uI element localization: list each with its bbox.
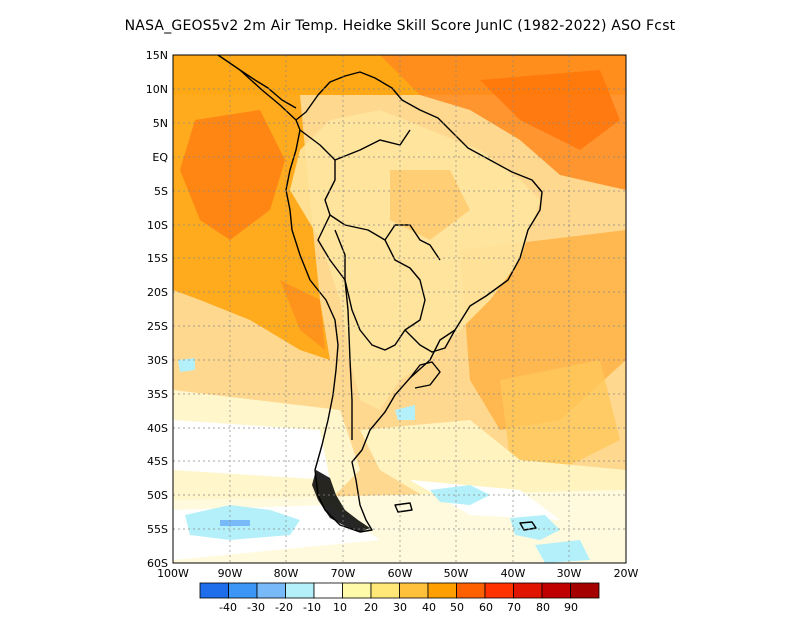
colorbar-label: 70: [507, 601, 521, 614]
lon-label: 100W: [157, 567, 189, 580]
colorbar-swatch: [256, 582, 286, 599]
lat-label: 30S: [147, 354, 168, 367]
colorbar-label: 80: [536, 601, 550, 614]
colorbar-label: 10: [333, 601, 347, 614]
colorbar-swatch: [570, 582, 600, 599]
colorbar-swatch: [427, 582, 457, 599]
colorbar-label: 40: [422, 601, 436, 614]
lat-label: 5N: [153, 117, 168, 130]
gridlines: [173, 55, 626, 563]
lon-label: 50W: [444, 567, 469, 580]
colorbar-swatch: [285, 582, 315, 599]
lat-label: 40S: [147, 422, 168, 435]
colorbar-label: -30: [247, 601, 265, 614]
lat-label: EQ: [152, 151, 168, 164]
lat-label: 15N: [146, 49, 168, 62]
lon-label: 80W: [274, 567, 299, 580]
colorbar-swatch: [399, 582, 429, 599]
latitude-labels: 15N 10N 5N EQ 5S 10S 15S 20S 25S 30S 35S…: [146, 49, 169, 570]
lat-label: 10S: [147, 219, 168, 232]
colorbar-label: -10: [303, 601, 321, 614]
colorbar-label: 20: [364, 601, 378, 614]
colorbar-swatch: [456, 582, 486, 599]
colorbar-label: 50: [450, 601, 464, 614]
lat-label: 45S: [147, 455, 168, 468]
lon-label: 60W: [388, 567, 413, 580]
map-frame: [172, 54, 627, 564]
lat-label: 20S: [147, 286, 168, 299]
lon-label: 40W: [501, 567, 526, 580]
colorbar-label: -20: [275, 601, 293, 614]
colorbar-swatch: [342, 582, 372, 599]
lon-label: 70W: [331, 567, 356, 580]
colorbar-label: 90: [564, 601, 578, 614]
lon-label: 20W: [614, 567, 639, 580]
lat-label: 25S: [147, 320, 168, 333]
colorbar-swatch: [513, 582, 543, 599]
colorbar-label: -40: [219, 601, 237, 614]
lat-label: 60S: [147, 557, 168, 570]
lat-label: 15S: [147, 252, 168, 265]
colorbar-swatch: [541, 582, 571, 599]
longitude-labels: 100W 90W 80W 70W 60W 50W 40W 30W 20W: [157, 567, 638, 580]
lon-label: 90W: [218, 567, 243, 580]
colorbar-swatch: [228, 582, 258, 599]
colorbar: [199, 582, 600, 599]
lat-label: 55S: [147, 523, 168, 536]
colorbar-swatch: [370, 582, 400, 599]
colorbar-label: 60: [479, 601, 493, 614]
colorbar-label: 30: [393, 601, 407, 614]
lat-label: 50S: [147, 489, 168, 502]
colorbar-swatch: [313, 582, 343, 599]
colorbar-swatch: [484, 582, 514, 599]
tierra-del-fuego: [312, 470, 370, 532]
lat-label: 35S: [147, 388, 168, 401]
lat-label: 10N: [146, 83, 168, 96]
skill-field: [173, 55, 626, 563]
map-title: NASA_GEOS5v2 2m Air Temp. Heidke Skill S…: [124, 18, 676, 34]
lat-label: 5S: [154, 185, 168, 198]
lon-label: 30W: [557, 567, 582, 580]
coastline: [217, 54, 543, 533]
colorbar-swatch: [199, 582, 229, 599]
colorbar-labels: -40 -30 -20 -10 10 20 30 40 50 60 70 80 …: [219, 601, 578, 614]
